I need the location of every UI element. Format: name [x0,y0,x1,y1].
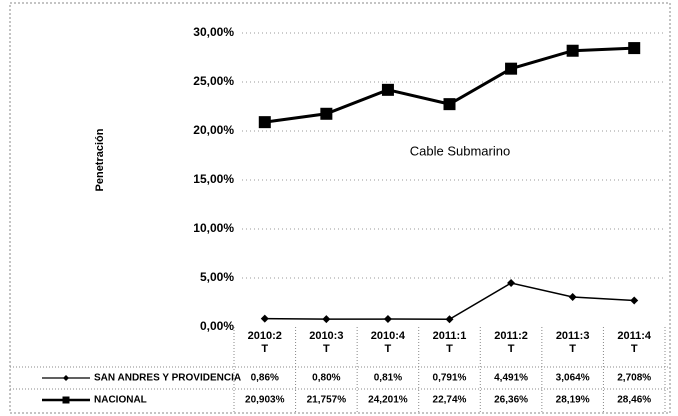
value-label: 26,36% [494,395,528,406]
legend-marker [62,396,70,404]
value-label: 20,903% [245,395,285,406]
marker [568,292,577,301]
value-label: 22,74% [433,395,467,406]
value-label: 4,491% [494,373,528,384]
x-tick-label: 2011:1 T [432,330,467,355]
marker [260,314,269,323]
marker [507,278,516,287]
x-tick-label: 2011:3 T [555,330,590,355]
value-label: 21,757% [307,395,347,406]
x-tick-label: 2010:4 T [370,330,406,355]
y-tick-label: 15,00% [193,172,234,186]
y-tick-label: 30,00% [193,25,234,39]
value-label: 28,46% [617,395,651,406]
y-tick-label: 25,00% [193,74,234,88]
marker [445,315,454,324]
series-line [264,46,635,124]
y-tick-label: 20,00% [193,123,234,137]
legend-label: NACIONAL [94,395,147,406]
value-label: 0,80% [312,373,340,384]
chart-border [9,2,671,414]
marker [381,83,394,96]
value-label: 0,86% [251,373,279,384]
series-line [264,282,635,320]
x-tick-label: 2011:4 T [617,330,652,355]
x-tick-label: 2010:3 T [309,330,344,355]
marker [630,296,639,305]
marker [628,42,641,55]
y-tick-label: 10,00% [193,221,234,235]
annotation: Cable Submarino [410,143,510,158]
marker [505,62,518,75]
value-label: 0,791% [433,373,467,384]
legend-marker [63,375,69,381]
value-label: 2,708% [617,373,651,384]
y-axis-label: Penetración [94,128,106,191]
legend-label: SAN ANDRES Y PROVIDENCIA [94,373,241,384]
y-tick-label: 5,00% [200,270,234,284]
value-label: 24,201% [368,395,408,406]
marker [383,315,392,324]
y-tick-label: 0,00% [200,319,234,333]
marker [566,44,579,57]
value-label: 28,19% [556,395,590,406]
value-label: 3,064% [556,373,590,384]
marker [322,315,331,324]
x-tick-label: 2011:2 T [494,330,528,355]
marker [258,116,271,129]
value-label: 0,81% [374,373,402,384]
marker [443,98,456,111]
marker [320,107,333,120]
x-tick-label: 2010:2 T [247,330,282,355]
